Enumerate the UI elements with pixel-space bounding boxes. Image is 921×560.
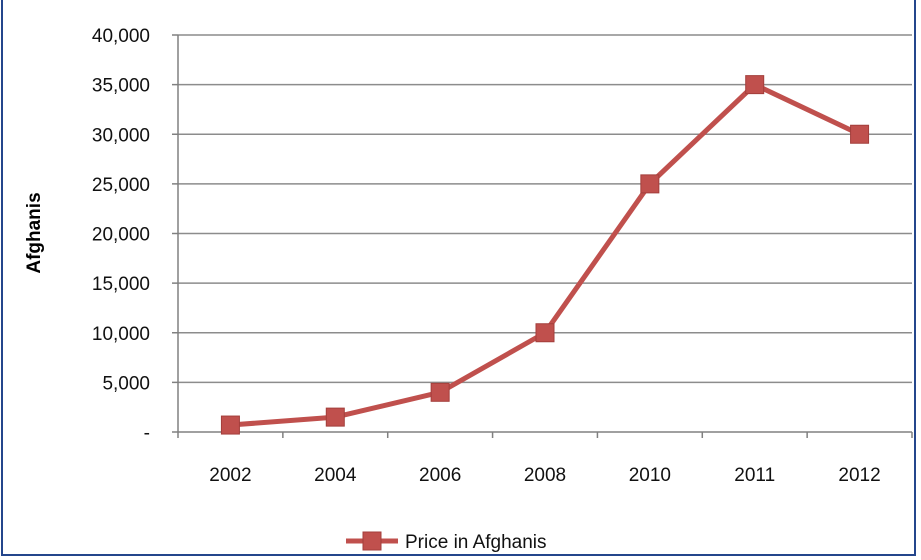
- x-tick-label: 2006: [419, 465, 461, 486]
- y-tick-label: 25,000: [92, 175, 150, 196]
- y-tick-label: 20,000: [92, 225, 150, 246]
- data-point-2006: [430, 382, 450, 402]
- x-tick-label: 2002: [209, 465, 251, 486]
- data-point-2008: [535, 323, 555, 343]
- data-point-2011: [745, 75, 765, 95]
- x-tick-label: 2008: [524, 465, 566, 486]
- series-price-in-afghanis: [220, 75, 870, 435]
- data-point-2010: [640, 174, 660, 194]
- data-point-2004: [325, 407, 345, 427]
- y-axis-label: Afghanis: [24, 192, 45, 273]
- y-tick-label: 5,000: [102, 373, 150, 394]
- x-tick-label: 2012: [838, 465, 880, 486]
- axes: [177, 35, 913, 438]
- y-tick-label: 30,000: [92, 125, 150, 146]
- data-point-2012: [850, 124, 870, 144]
- y-tick-labels: - 5,000 10,000 15,000 20,000 25,000 30,000 35,0…: [92, 26, 150, 444]
- x-tick-label: 2011: [734, 465, 775, 486]
- y-tick-label: 10,000: [92, 324, 150, 345]
- series-line: [230, 82, 861, 428]
- legend-label: Price in Afghanis: [405, 532, 547, 553]
- gridlines: [172, 34, 912, 433]
- y-tick-label: -: [144, 423, 150, 444]
- x-tick-label: 2010: [629, 465, 671, 486]
- legend-marker: [362, 531, 382, 551]
- x-tick-label: 2004: [314, 465, 357, 486]
- y-tick-label: 35,000: [92, 76, 150, 97]
- data-point-2002: [220, 415, 240, 435]
- x-tick-labels: 2002 2004 2006 2008 2010 2011 2012: [209, 465, 880, 486]
- y-tick-label: 40,000: [92, 26, 150, 47]
- y-tick-label: 15,000: [92, 274, 150, 295]
- legend: Price in Afghanis: [346, 531, 547, 553]
